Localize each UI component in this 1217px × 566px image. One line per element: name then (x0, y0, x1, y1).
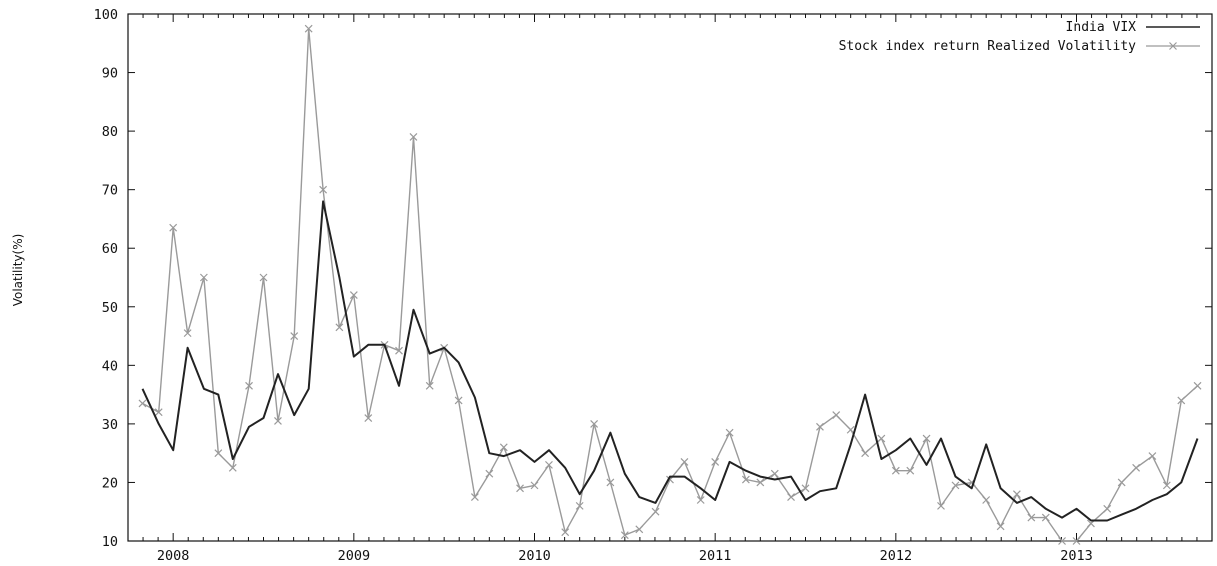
data-point (861, 449, 870, 458)
data-point (996, 522, 1005, 531)
data-point (635, 525, 644, 534)
y-tick-label: 100 (94, 7, 118, 23)
y-axis-label: Volatility(%) (11, 234, 25, 307)
data-point (606, 478, 615, 487)
data-point (1058, 537, 1066, 545)
data-point (214, 449, 223, 458)
data-point (183, 329, 192, 338)
data-point (711, 458, 720, 466)
data-point (425, 381, 434, 390)
y-tick-label: 80 (102, 124, 118, 140)
data-point (937, 501, 945, 510)
data-point (1103, 504, 1112, 513)
data-point (725, 428, 734, 437)
y-tick-label: 20 (102, 475, 118, 491)
data-point (245, 381, 253, 390)
y-tick-label: 60 (102, 241, 118, 257)
data-point (454, 396, 463, 405)
data-point (364, 414, 373, 422)
y-tick-label: 50 (102, 300, 118, 316)
data-point (349, 291, 358, 299)
series-line (141, 200, 1199, 522)
data-point (590, 419, 599, 428)
data-point (545, 460, 553, 469)
data-point (1027, 513, 1036, 522)
data-point (651, 507, 660, 516)
y-tick-label: 10 (102, 534, 118, 550)
series-0 (141, 200, 1199, 522)
data-point (1162, 481, 1171, 490)
data-point (409, 133, 418, 141)
data-point (259, 273, 268, 282)
data-point (1193, 381, 1202, 390)
plot-frame (127, 13, 1213, 542)
data-point (274, 417, 282, 425)
data-point (922, 434, 931, 443)
x-axis: 2008 2009 2010 2011 2012 2013 (127, 14, 1213, 564)
data-point (741, 475, 750, 484)
data-point (516, 484, 524, 493)
data-point (1041, 513, 1050, 522)
x-tick-label: 2012 (880, 548, 913, 564)
legend-label: Stock index return Realized Volatility (839, 39, 1137, 54)
data-point (832, 411, 841, 420)
data-point (787, 493, 795, 502)
data-point (169, 223, 178, 232)
data-point (1072, 537, 1081, 545)
x-tick-label: 2011 (699, 548, 732, 564)
data-point (891, 466, 900, 475)
plot-border (127, 13, 1213, 542)
y-tick-label: 40 (102, 358, 118, 374)
data-point (154, 408, 163, 417)
data-point (982, 496, 991, 504)
data-point (1012, 490, 1021, 499)
x-tick-label: 2008 (157, 548, 190, 564)
data-point (499, 443, 508, 452)
data-point (228, 463, 237, 472)
x-tick-label: 2010 (518, 548, 551, 564)
data-point (485, 469, 494, 478)
data-point (756, 478, 765, 487)
x-tick-label: 2013 (1060, 548, 1093, 564)
data-point (304, 24, 313, 33)
data-point (801, 484, 810, 493)
data-point (395, 346, 403, 355)
data-point (530, 481, 539, 490)
data-point (319, 185, 328, 194)
data-point (877, 434, 886, 443)
legend-label: India VIX (1066, 20, 1137, 35)
series-1 (138, 24, 1202, 545)
y-tick-label: 90 (102, 66, 118, 82)
data-point (696, 496, 705, 504)
x-tick-label: 2009 (338, 548, 371, 564)
legend-marker (1169, 42, 1177, 50)
data-point (138, 399, 147, 408)
data-point (335, 323, 344, 332)
data-point (1117, 478, 1126, 487)
data-point (290, 332, 299, 340)
data-point (1177, 396, 1186, 405)
data-point (846, 425, 855, 434)
data-point (1132, 463, 1141, 472)
y-tick-label: 30 (102, 417, 118, 433)
data-point (680, 458, 689, 466)
y-tick-label: 70 (102, 183, 118, 199)
legend: India VIX Stock index return Realized Vol… (839, 20, 1200, 54)
data-point (770, 469, 779, 478)
data-point (575, 501, 584, 510)
series-line (142, 27, 1198, 542)
series-layer (138, 24, 1202, 545)
y-axis: 10 20 30 40 50 60 70 80 90 100 (94, 7, 1212, 550)
data-point (906, 466, 915, 475)
data-point (1148, 452, 1157, 461)
data-point (199, 273, 208, 282)
data-point (561, 528, 570, 537)
data-point (470, 493, 479, 502)
data-point (816, 422, 824, 431)
data-point (620, 531, 629, 540)
data-point (951, 481, 960, 490)
